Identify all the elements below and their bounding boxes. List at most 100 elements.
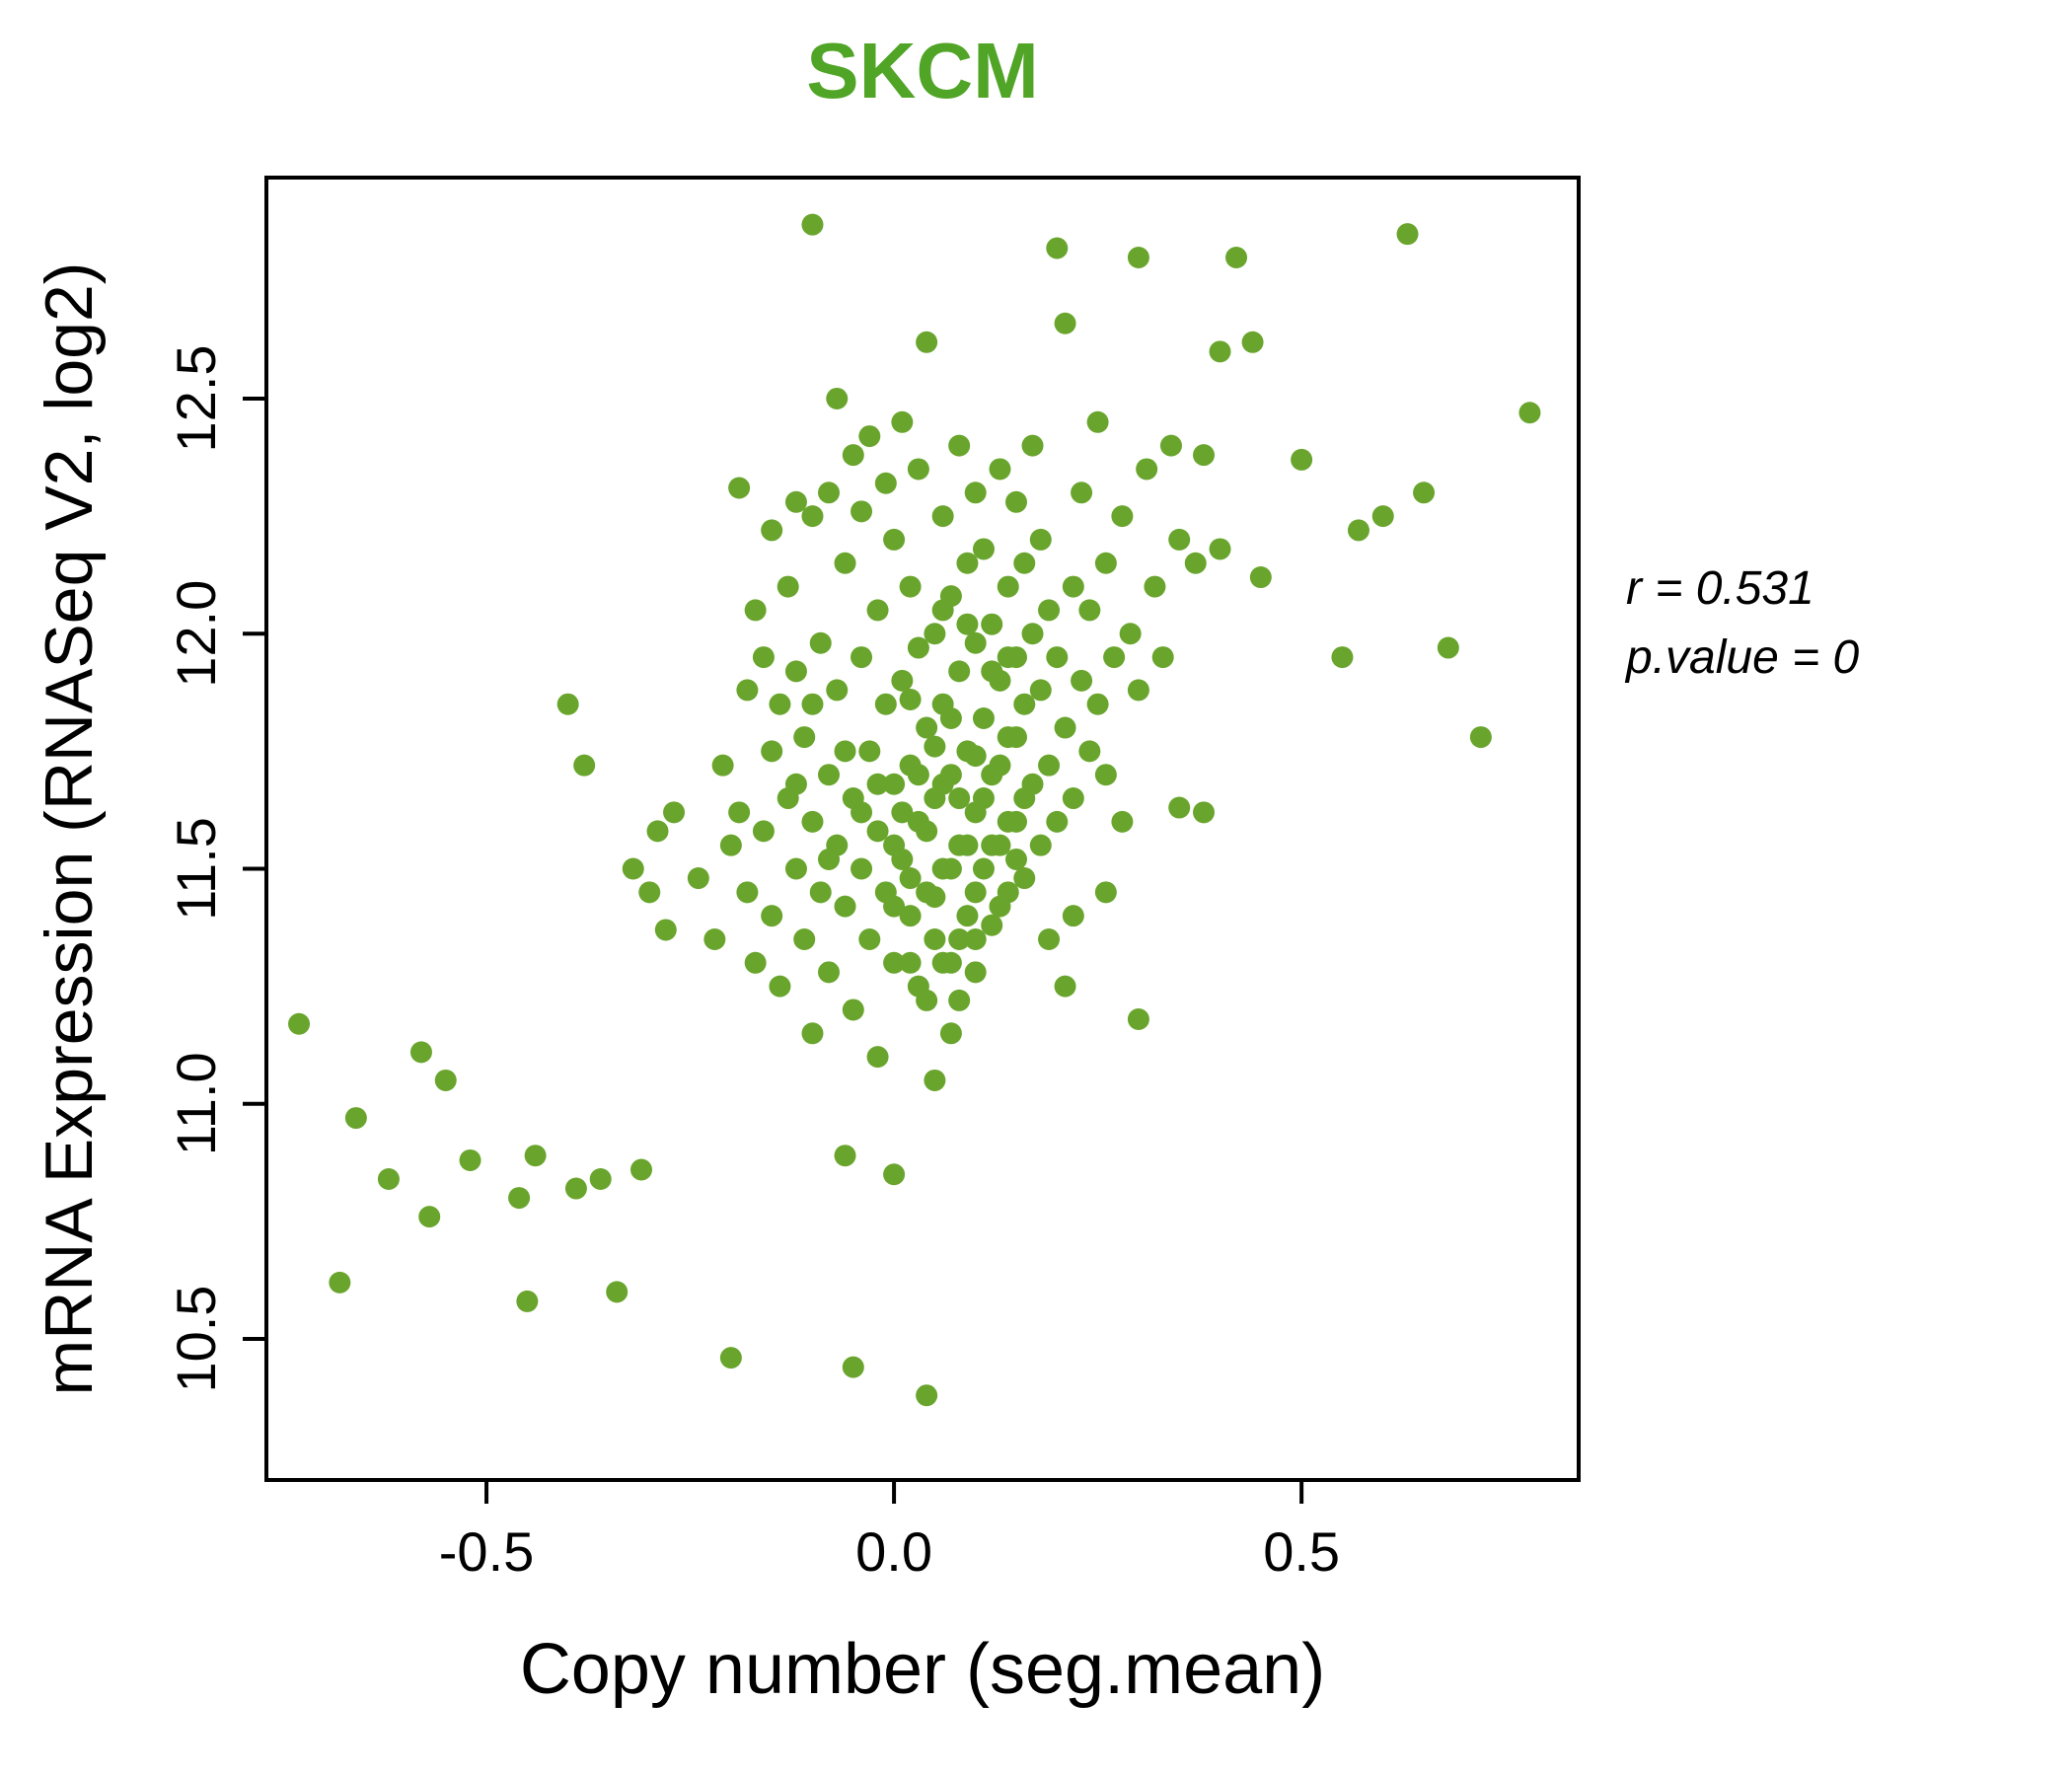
data-point — [858, 425, 881, 448]
data-point — [1136, 458, 1158, 481]
data-point — [1119, 623, 1142, 645]
data-point — [1413, 481, 1436, 504]
data-point — [964, 961, 987, 984]
data-point — [1437, 636, 1459, 659]
r-value-text: r = 0.531 — [1626, 562, 1814, 615]
data-point — [1127, 1007, 1149, 1030]
data-point — [1005, 490, 1027, 513]
data-point — [874, 693, 897, 715]
data-point — [826, 679, 849, 702]
data-point — [834, 895, 856, 918]
data-point — [997, 575, 1019, 598]
data-point — [736, 679, 759, 702]
data-point — [1029, 834, 1052, 856]
data-point — [842, 444, 864, 467]
data-point — [761, 905, 783, 927]
data-point — [1111, 505, 1134, 528]
data-point — [866, 773, 889, 795]
data-point — [874, 472, 897, 494]
data-point — [924, 623, 946, 645]
data-point — [606, 1281, 629, 1303]
data-point — [981, 613, 1003, 635]
data-point — [851, 646, 873, 669]
data-point — [1249, 566, 1272, 589]
data-point — [801, 213, 824, 236]
data-point — [1127, 679, 1149, 702]
data-point — [858, 740, 881, 763]
data-point — [931, 951, 954, 974]
data-point — [883, 951, 906, 974]
data-point — [899, 575, 922, 598]
data-point — [931, 505, 954, 528]
data-point — [630, 1158, 652, 1181]
data-point — [508, 1187, 531, 1210]
data-point — [1184, 552, 1207, 574]
data-point — [728, 801, 751, 824]
data-point — [719, 1347, 742, 1369]
data-point — [801, 810, 824, 833]
data-point — [997, 810, 1019, 833]
data-point — [891, 669, 914, 692]
data-point — [801, 505, 824, 528]
data-point — [964, 481, 987, 504]
data-point — [1168, 796, 1191, 819]
data-point — [899, 688, 922, 710]
data-point — [1005, 848, 1027, 870]
data-point — [972, 538, 995, 560]
data-point — [288, 1012, 311, 1035]
data-point — [1151, 646, 1174, 669]
data-point — [948, 989, 971, 1011]
data-point — [793, 927, 816, 950]
data-point — [1062, 575, 1084, 598]
data-point — [1225, 247, 1248, 269]
data-point — [916, 1384, 938, 1407]
data-point — [524, 1145, 547, 1167]
data-point — [834, 740, 856, 763]
data-point — [1094, 881, 1117, 904]
data-point — [866, 599, 889, 622]
data-point — [1054, 312, 1076, 334]
data-point — [956, 834, 979, 856]
y-tick-label: 10.5 — [165, 1286, 227, 1393]
data-point — [899, 867, 922, 890]
data-point — [883, 773, 906, 795]
data-point — [851, 801, 873, 824]
data-point — [842, 1356, 864, 1378]
data-point — [939, 707, 962, 730]
data-point — [344, 1107, 367, 1130]
p-value-text: p.value = 0 — [1626, 630, 1860, 684]
data-point — [556, 693, 579, 715]
data-point — [1193, 801, 1215, 824]
data-point — [784, 857, 807, 880]
data-point — [916, 716, 938, 739]
data-point — [744, 951, 767, 974]
data-point — [964, 631, 987, 654]
data-point — [1103, 646, 1126, 669]
data-point — [883, 834, 906, 856]
data-point — [851, 500, 873, 523]
data-point — [956, 613, 979, 635]
data-point — [964, 927, 987, 950]
data-point — [793, 726, 816, 749]
data-point — [826, 387, 849, 409]
data-point — [972, 707, 995, 730]
data-point — [818, 481, 840, 504]
data-point — [1013, 552, 1036, 574]
data-point — [1086, 693, 1109, 715]
data-point — [1062, 905, 1084, 927]
data-point — [981, 914, 1003, 936]
data-point — [924, 886, 946, 909]
data-point — [752, 820, 775, 843]
data-point — [1038, 927, 1061, 950]
data-point — [736, 881, 759, 904]
data-point — [989, 895, 1011, 918]
data-point — [1029, 528, 1052, 551]
data-point — [916, 989, 938, 1011]
x-axis-title: Copy number (seg.mean) — [519, 1630, 1326, 1709]
data-point — [916, 820, 938, 843]
data-point — [329, 1271, 351, 1294]
data-point — [434, 1069, 457, 1091]
data-point — [418, 1206, 441, 1228]
